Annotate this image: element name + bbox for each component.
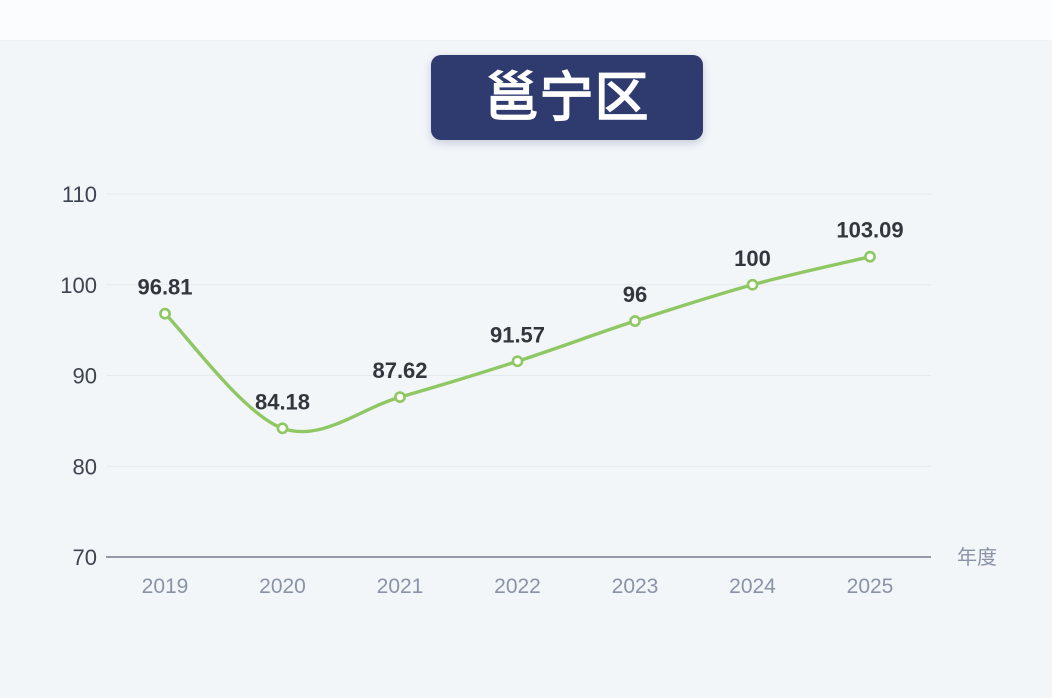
data-point-label: 84.18 — [255, 389, 310, 414]
x-tick-label: 2024 — [729, 575, 776, 598]
x-tick-label: 2020 — [259, 575, 306, 598]
data-point[interactable] — [159, 307, 171, 320]
y-tick-label: 110 — [62, 182, 97, 207]
data-point[interactable] — [746, 278, 759, 291]
data-point[interactable] — [276, 422, 289, 435]
data-point-label: 87.62 — [372, 358, 427, 383]
y-tick-label: 70 — [73, 545, 97, 570]
data-point-label: 103.09 — [836, 218, 903, 243]
data-point[interactable] — [394, 391, 406, 403]
data-point[interactable] — [864, 250, 876, 263]
x-tick-label: 2019 — [142, 575, 189, 598]
y-tick-label: 100 — [60, 273, 97, 298]
data-point[interactable] — [511, 355, 524, 368]
data-point-label: 91.57 — [490, 322, 545, 347]
data-point-label: 100 — [734, 246, 771, 271]
x-tick-label: 2025 — [847, 575, 894, 598]
x-axis-title: 年度 — [957, 546, 997, 569]
x-tick-label: 2021 — [377, 575, 424, 598]
x-tick-label: 2023 — [612, 575, 659, 598]
page-top-strip — [0, 0, 1052, 41]
y-tick-label: 80 — [73, 454, 97, 479]
district-title: 邕宁区 — [484, 67, 650, 128]
y-tick-label: 90 — [73, 364, 97, 389]
district-title-badge: 邕宁区 — [431, 55, 703, 140]
data-point-label: 96 — [623, 282, 647, 307]
data-point[interactable] — [629, 315, 641, 327]
data-point-label: 96.81 — [137, 275, 192, 300]
x-tick-label: 2022 — [494, 575, 541, 598]
